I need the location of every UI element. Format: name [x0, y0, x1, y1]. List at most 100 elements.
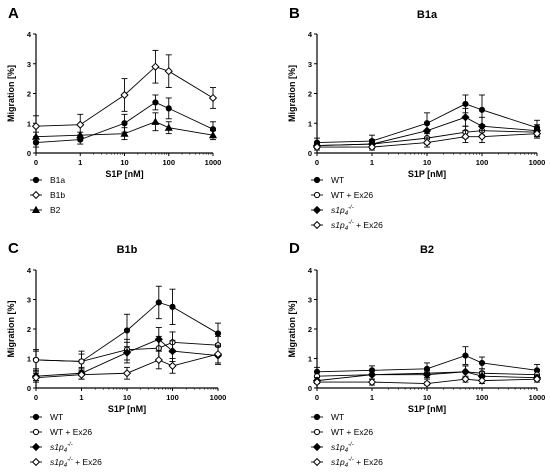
x-tick-label: 0: [34, 158, 38, 167]
series-line: [316, 116, 538, 147]
series-3: [312, 128, 542, 152]
legend-label: s1p4-/-: [331, 442, 354, 454]
x-tick-label: 0: [34, 393, 38, 402]
series-line: [316, 371, 538, 377]
series-0: [313, 346, 541, 377]
y-tick-label: 0: [27, 149, 31, 158]
data-point: [168, 347, 177, 356]
data-point: [367, 370, 377, 379]
series-2: [31, 112, 218, 142]
y-axis-label: Migration [%]: [6, 301, 16, 358]
data-point: [461, 113, 470, 122]
y-tick-label: 2: [27, 325, 31, 334]
y-axis-label: Migration [%]: [287, 301, 297, 358]
data-point: [208, 93, 218, 103]
chart-panel-d: D B2 0 1 2 3 4 0 1 10 100 1000 S1P [nM] Migration [%]…: [287, 240, 545, 469]
y-tick-label: 2: [308, 325, 312, 334]
y-tick-label: 1: [308, 119, 312, 128]
legend-label: WT: [331, 412, 344, 422]
data-point: [367, 142, 377, 152]
x-tick-label: 1000: [210, 393, 227, 402]
x-axis-label: S1P [nM]: [108, 404, 146, 414]
data-point: [312, 377, 322, 387]
data-point: [123, 327, 131, 334]
data-point: [461, 132, 470, 141]
data-point: [214, 330, 222, 337]
data-point: [122, 369, 132, 378]
legend-marker: [32, 428, 40, 436]
data-point: [76, 120, 85, 129]
data-point: [32, 356, 40, 364]
legend-marker: [312, 220, 322, 230]
y-axis-label: Migration [%]: [287, 65, 297, 122]
data-point: [477, 132, 487, 141]
data-point: [461, 367, 470, 376]
legend: WT WT + Ex26 s1p4-/- s1p4-/- + Ex26: [311, 175, 383, 232]
y-tick-label: 4: [27, 30, 32, 39]
x-tick-label: 1: [78, 158, 82, 167]
series-line: [316, 355, 538, 373]
data-point: [422, 138, 432, 147]
series-line: [316, 103, 538, 144]
x-tick-label: 0: [315, 158, 319, 167]
legend-label: WT + Ex26: [331, 190, 373, 200]
legend-marker: [32, 413, 40, 421]
y-tick-label: 4: [308, 30, 313, 39]
y-tick-label: 1: [27, 355, 31, 364]
x-tick-label: 1000: [205, 158, 222, 167]
legend-marker: [312, 457, 322, 467]
data-point: [31, 373, 41, 382]
y-tick-label: 1: [27, 119, 31, 128]
legend-marker: [31, 457, 41, 467]
data-point: [154, 335, 163, 344]
y-tick-label: 4: [308, 266, 313, 275]
y-tick-label: 2: [308, 90, 312, 99]
x-tick-label: 0: [315, 393, 319, 402]
legend-label: B2: [50, 205, 61, 215]
x-tick-label: 10: [423, 393, 431, 402]
legend-marker: [32, 176, 40, 184]
data-point: [478, 106, 486, 113]
data-point: [462, 100, 469, 108]
series-3: [31, 344, 223, 383]
legend-label: WT: [50, 412, 63, 422]
legend-marker: [313, 413, 321, 421]
x-tick-label: 10: [423, 158, 431, 167]
panel-letter: B: [289, 5, 300, 22]
x-tick-label: 100: [162, 158, 175, 167]
chart-title: B1b: [117, 244, 138, 256]
data-point: [532, 375, 542, 384]
data-point: [155, 299, 162, 306]
series-line: [35, 101, 214, 144]
data-point: [422, 379, 432, 388]
x-tick-label: 1: [370, 393, 374, 402]
data-point: [478, 359, 486, 367]
x-tick-label: 1: [79, 393, 83, 402]
legend-label: s1p4-/- + Ex26: [331, 220, 383, 232]
x-axis-label: S1P [nM]: [408, 404, 446, 414]
panel-letter: C: [8, 240, 19, 257]
data-point: [151, 62, 160, 71]
y-axis-label: Migration [%]: [6, 65, 16, 122]
data-point: [208, 130, 218, 139]
data-point: [78, 358, 85, 365]
y-tick-label: 0: [308, 384, 312, 393]
y-tick-label: 0: [308, 149, 312, 158]
legend-label: B1b: [50, 190, 65, 200]
legend-label: s1p4-/-: [331, 205, 354, 217]
chart-panel-a: A 0 1 2 3 4 0 1 10 100 1000 S1P [nM] Migration [%] B1…: [6, 5, 221, 215]
data-point: [152, 99, 159, 106]
chart-panel-b: B B1a 0 1 2 3 4 0 1 10 100 1000 S1P [nM] Migration [%…: [287, 5, 545, 232]
data-point: [120, 129, 129, 137]
legend-label: WT + Ex26: [331, 427, 373, 437]
data-point: [151, 117, 160, 125]
legend-marker: [31, 205, 41, 214]
data-point: [312, 142, 322, 152]
legend-label: s1p4-/- + Ex26: [50, 457, 102, 469]
data-point: [164, 67, 173, 76]
data-point: [367, 377, 377, 387]
chart-title: B2: [420, 244, 434, 256]
panel-letter: A: [8, 5, 19, 22]
series-line: [317, 133, 538, 148]
y-tick-label: 2: [27, 90, 31, 99]
